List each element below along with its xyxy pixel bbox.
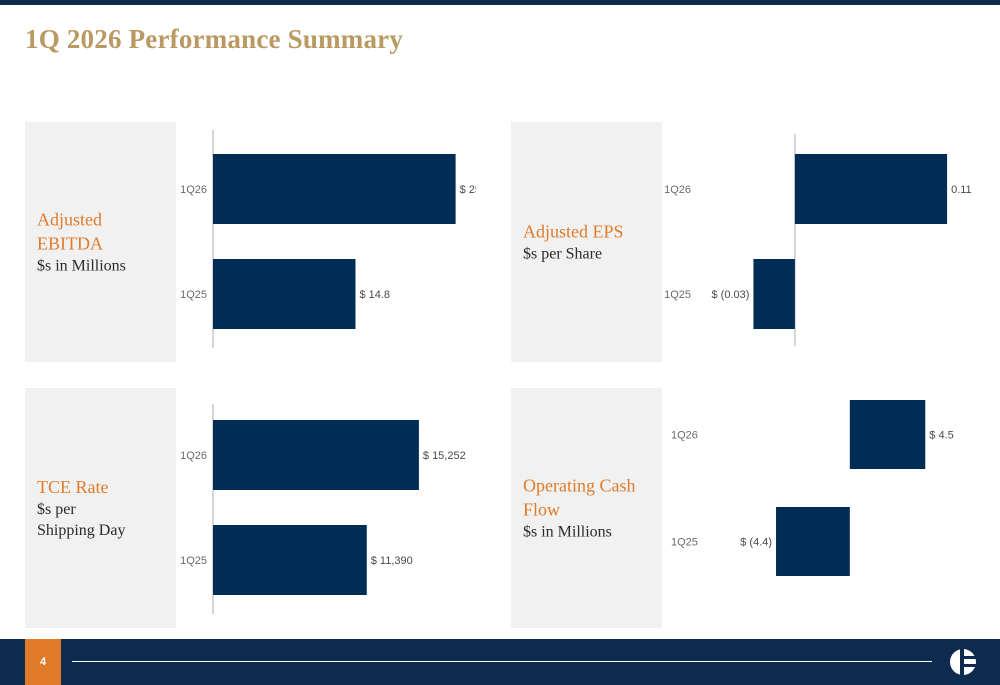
metric-unit: $s in Millions [37,257,126,275]
label-box: Adjusted EPS $s per Share [511,122,662,362]
bar-1q25 [753,259,795,329]
metric-title: TCE Rate [37,477,109,497]
eps-bar-chart: 1Q26 0.11 1Q25 $ (0.03) [664,134,972,346]
top-rule [0,0,1000,5]
bar-1q26 [794,154,948,224]
bar-1q26 [213,154,456,224]
data-label: $ 11,390 [371,555,413,567]
data-label: $ 4.5 [929,430,953,442]
data-label: $ (0.03) [711,289,749,301]
footer: 4 [0,639,1000,685]
page-number: 4 [25,639,61,685]
ebitda-bar-chart: 1Q26 $ 25.2 1Q25 $ 14.8 [180,130,476,348]
metric-unit: $s per Shipping Day [37,501,126,539]
data-label: $ (4.4) [740,537,772,549]
bar-1q25 [213,259,356,329]
label-box: Adjusted EBITDA $s in Millions [25,122,176,362]
panel-tce-rate: TCE Rate $s per Shipping Day 1Q26 $ 15,25… [25,388,662,628]
data-label: 0.11 [951,184,972,196]
label-box: TCE Rate $s per Shipping Day [25,388,176,628]
bar-1q26 [849,400,926,469]
category-label: 1Q25 [664,289,691,301]
company-logo-icon [950,647,978,677]
category-label: 1Q26 [180,450,207,462]
ocf-bar-chart: 1Q26 $ 4.5 1Q25 $ (4.4) [671,400,954,576]
data-label: $ 25.2 [460,184,476,196]
metric-unit: $s in Millions [523,523,612,541]
tce-bar-chart: 1Q26 $ 15,252 1Q25 $ 11,390 [180,404,466,614]
panel-adjusted-ebitda: Adjusted EBITDA $s in Millions 1Q26 $ 25.… [25,122,662,362]
category-label: 1Q26 [671,430,698,442]
bar-1q25 [213,525,367,595]
metric-title: Adjusted EPS [523,221,624,242]
footer-divider [72,661,932,662]
page-title: 1Q 2026 Performance Summary [25,24,404,54]
bar-1q26 [213,420,419,490]
metric-unit: $s per Share [523,245,603,263]
category-label: 1Q25 [671,537,698,549]
category-label: 1Q25 [180,289,207,301]
panel-operating-cash-flow: Operating Cash Flow $s in Millions 1Q26 $… [511,388,1000,628]
label-box: Operating Cash Flow $s in Millions [511,388,662,628]
bar-1q25 [776,507,850,576]
category-label: 1Q26 [180,184,207,196]
category-label: 1Q25 [180,555,207,567]
data-label: $ 15,252 [423,450,466,462]
metric-title: Adjusted EBITDA [37,209,103,254]
data-label: $ 14.8 [359,289,390,301]
metric-title: Operating Cash Flow [523,475,636,520]
panel-adjusted-eps: Adjusted EPS $s per Share 1Q26 0.11 1Q25 $ … [511,122,1000,362]
category-label: 1Q26 [664,184,691,196]
